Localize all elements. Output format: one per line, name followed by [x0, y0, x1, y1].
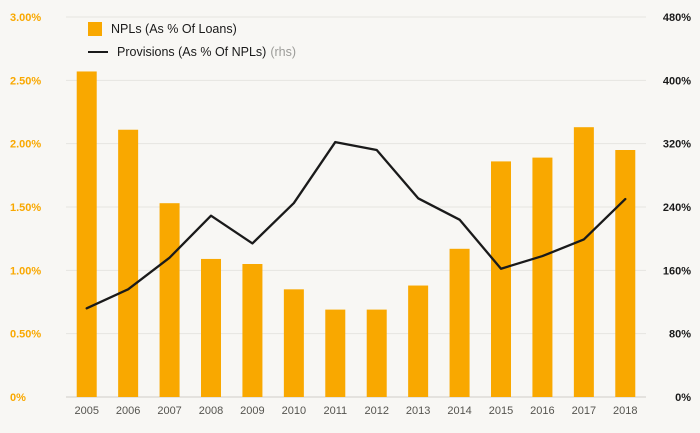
legend-item-npls: NPLs (As % Of Loans): [88, 22, 296, 36]
bar-npls-2005: [76, 71, 97, 397]
legend-rhs-note: (rhs): [270, 45, 297, 59]
bar-npls-2012: [366, 309, 387, 397]
left-axis-tick-label: 2.00%: [10, 139, 41, 151]
line-swatch-icon: [88, 51, 108, 53]
bar-npls-2017: [573, 127, 594, 397]
left-axis-tick-label: 1.50%: [10, 202, 41, 214]
x-axis-category-label: 2012: [364, 405, 388, 417]
bar-npls-2011: [325, 309, 346, 397]
x-axis-category-label: 2006: [116, 405, 140, 417]
legend-line-label: Provisions (As % Of NPLs) (rhs): [117, 45, 297, 59]
legend-item-provisions: Provisions (As % Of NPLs) (rhs): [88, 45, 296, 59]
bar-npls-2015: [491, 161, 511, 397]
left-axis-tick-label: 2.50%: [10, 75, 41, 87]
right-axis-tick-label: 240%: [663, 202, 691, 214]
x-axis-category-label: 2010: [282, 405, 306, 417]
x-axis-category-label: 2011: [323, 405, 347, 417]
bar-npls-2014: [449, 248, 470, 397]
bar-npls-2007: [159, 203, 180, 397]
bar-npls-2016: [532, 157, 553, 397]
x-axis-category-label: 2014: [447, 405, 471, 417]
left-axis-tick-label: 3.00%: [10, 12, 41, 24]
x-axis-category-label: 2013: [406, 405, 430, 417]
bar-npls-2013: [408, 285, 429, 397]
right-axis-tick-label: 80%: [669, 329, 691, 341]
right-axis-tick-label: 320%: [663, 139, 691, 151]
right-axis-tick-label: 0%: [675, 392, 691, 404]
x-axis-category-label: 2016: [530, 405, 554, 417]
x-axis-category-label: 2015: [489, 405, 513, 417]
x-axis-category-label: 2018: [613, 405, 637, 417]
left-axis-tick-label: 0%: [10, 392, 26, 404]
x-axis-category-label: 2009: [240, 405, 264, 417]
bar-npls-2006: [118, 129, 139, 397]
bar-npls-2018: [615, 150, 636, 397]
bar-npls-2010: [283, 289, 304, 397]
bar-npls-2009: [242, 264, 263, 397]
x-axis-category-label: 2017: [572, 405, 596, 417]
x-axis-category-label: 2008: [199, 405, 223, 417]
bar-swatch-icon: [88, 22, 102, 36]
x-axis-category-label: 2007: [157, 405, 181, 417]
x-axis-category-label: 2005: [74, 405, 98, 417]
line-provisions: [85, 140, 627, 310]
chart-legend: NPLs (As % Of Loans) Provisions (As % Of…: [88, 22, 296, 59]
right-axis-tick-label: 160%: [663, 265, 691, 277]
left-axis-tick-label: 0.50%: [10, 329, 41, 341]
legend-bar-label: NPLs (As % Of Loans): [111, 22, 237, 36]
bar-npls-2008: [201, 258, 221, 397]
right-axis-tick-label: 400%: [663, 75, 691, 87]
right-axis-tick-label: 480%: [663, 12, 691, 24]
left-axis-tick-label: 1.00%: [10, 265, 41, 277]
